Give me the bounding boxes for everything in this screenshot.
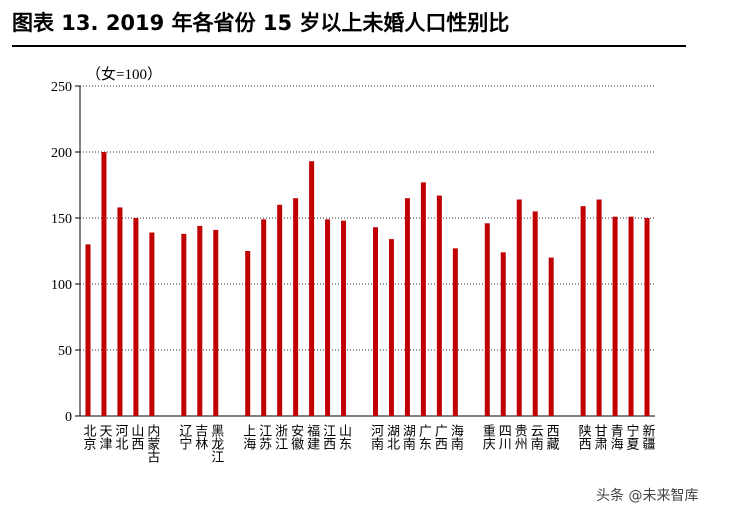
x-tick-label: 河南 <box>368 424 384 450</box>
bar <box>372 227 378 416</box>
bar <box>149 232 155 416</box>
x-tick-label: 陕西 <box>576 424 592 450</box>
x-tick-label: 宁夏 <box>624 423 640 450</box>
x-tick-label: 浙江 <box>272 424 288 450</box>
bar <box>325 219 331 416</box>
x-tick-label: 辽宁 <box>176 424 192 450</box>
x-tick-label: 福建 <box>304 424 320 451</box>
x-tick-label: 山西 <box>128 424 144 450</box>
x-tick-label: 广东 <box>416 424 432 450</box>
x-tick-label: 西藏 <box>544 424 560 450</box>
bar <box>133 218 139 416</box>
x-tick-label: 黑龙江 <box>208 424 224 463</box>
bar <box>500 252 506 416</box>
chart-title: 图表 13. 2019 年各省份 15 岁以上未婚人口性别比 <box>12 11 509 35</box>
x-tick-label: 四川 <box>496 424 512 450</box>
x-tick-label: 内蒙古 <box>144 423 160 463</box>
bar <box>245 251 251 416</box>
x-tick-label: 重庆 <box>480 423 496 450</box>
bar <box>532 211 538 416</box>
bar <box>309 161 315 416</box>
x-tick-label: 山东 <box>336 424 352 450</box>
x-tick-label: 甘肃 <box>592 424 608 450</box>
x-tick-label: 天津 <box>96 424 112 450</box>
bar <box>436 195 442 416</box>
bar <box>388 239 394 416</box>
bar <box>85 244 91 416</box>
x-tick-label: 吉林 <box>192 424 208 450</box>
x-tick-label: 安徽 <box>288 424 304 450</box>
y-tick-label: 200 <box>51 146 72 161</box>
x-tick-label: 江苏 <box>256 424 272 450</box>
x-tick-label: 海南 <box>448 424 464 450</box>
bar <box>117 207 123 416</box>
bar <box>452 248 458 416</box>
x-tick-label: 湖北 <box>384 424 400 451</box>
x-tick-label: 河北 <box>112 424 128 451</box>
annotation: （女=100） <box>86 65 162 83</box>
bar <box>516 199 522 416</box>
bar <box>548 257 554 416</box>
bar <box>341 220 347 416</box>
bar <box>261 219 267 416</box>
x-tick-label: 云南 <box>528 424 544 450</box>
x-tick-label: 广西 <box>432 424 448 450</box>
bar <box>628 216 634 416</box>
bar <box>612 216 618 416</box>
bar <box>181 233 187 416</box>
y-tick-label: 150 <box>51 212 72 227</box>
bar <box>101 152 107 416</box>
x-tick-label: 北京 <box>80 424 96 450</box>
bar <box>197 225 203 416</box>
x-tick-label: 湖南 <box>400 424 416 450</box>
x-tick-label: 江西 <box>320 424 336 450</box>
x-tick-label: 上海 <box>240 424 256 450</box>
bar <box>484 223 490 416</box>
bar <box>596 199 602 416</box>
bar <box>404 198 410 416</box>
bar <box>277 204 283 416</box>
y-tick-label: 100 <box>51 278 72 293</box>
y-tick-label: 50 <box>58 344 72 359</box>
x-tick-label: 新疆 <box>640 423 656 450</box>
bar <box>213 229 219 416</box>
bar <box>293 198 299 416</box>
y-tick-label: 250 <box>51 80 72 95</box>
bar <box>644 218 650 416</box>
x-tick-label: 贵州 <box>512 424 528 450</box>
watermark: 头条 @未来智库 <box>596 487 698 504</box>
bar <box>420 182 426 416</box>
y-tick-label: 0 <box>65 410 72 425</box>
bar <box>580 206 586 416</box>
x-tick-label: 青海 <box>608 424 624 450</box>
